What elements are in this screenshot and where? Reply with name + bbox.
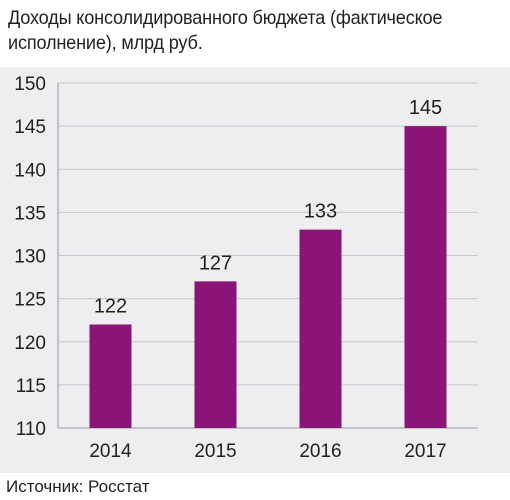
data-labels: 122 127 133 145 [94, 97, 442, 317]
y-tick-label: 150 [14, 74, 46, 95]
data-label-2015: 127 [199, 252, 232, 274]
x-tick-label-2015: 2015 [194, 441, 236, 462]
x-tick-label-2014: 2014 [89, 441, 132, 462]
y-tick-label: 125 [14, 290, 46, 311]
chart-title: Доходы консолидированного бюджета (факти… [8, 7, 443, 54]
y-tick-label: 130 [14, 247, 46, 268]
y-tick-labels: 110 115 120 125 130 135 140 145 150 [14, 74, 46, 440]
bar-2014 [89, 324, 132, 428]
bar-2015 [194, 281, 237, 428]
bar-2016 [299, 229, 342, 428]
data-label-2016: 133 [304, 201, 337, 223]
x-tick-label-2016: 2016 [299, 441, 341, 462]
x-tick-label-2017: 2017 [404, 441, 446, 462]
bars [89, 126, 447, 428]
bar-2017 [404, 126, 447, 428]
y-tick-label: 145 [14, 117, 46, 138]
y-tick-label: 115 [16, 376, 46, 397]
y-tick-label: 135 [14, 203, 46, 224]
y-tick-label: 120 [14, 333, 46, 354]
y-tick-label: 140 [14, 160, 46, 181]
y-tick-label: 110 [16, 419, 46, 440]
x-tick-labels: 2014 2015 2016 2017 [89, 441, 446, 462]
source-note: Источник: Росстат [6, 477, 150, 496]
data-label-2014: 122 [94, 296, 127, 318]
data-label-2017: 145 [409, 97, 442, 119]
